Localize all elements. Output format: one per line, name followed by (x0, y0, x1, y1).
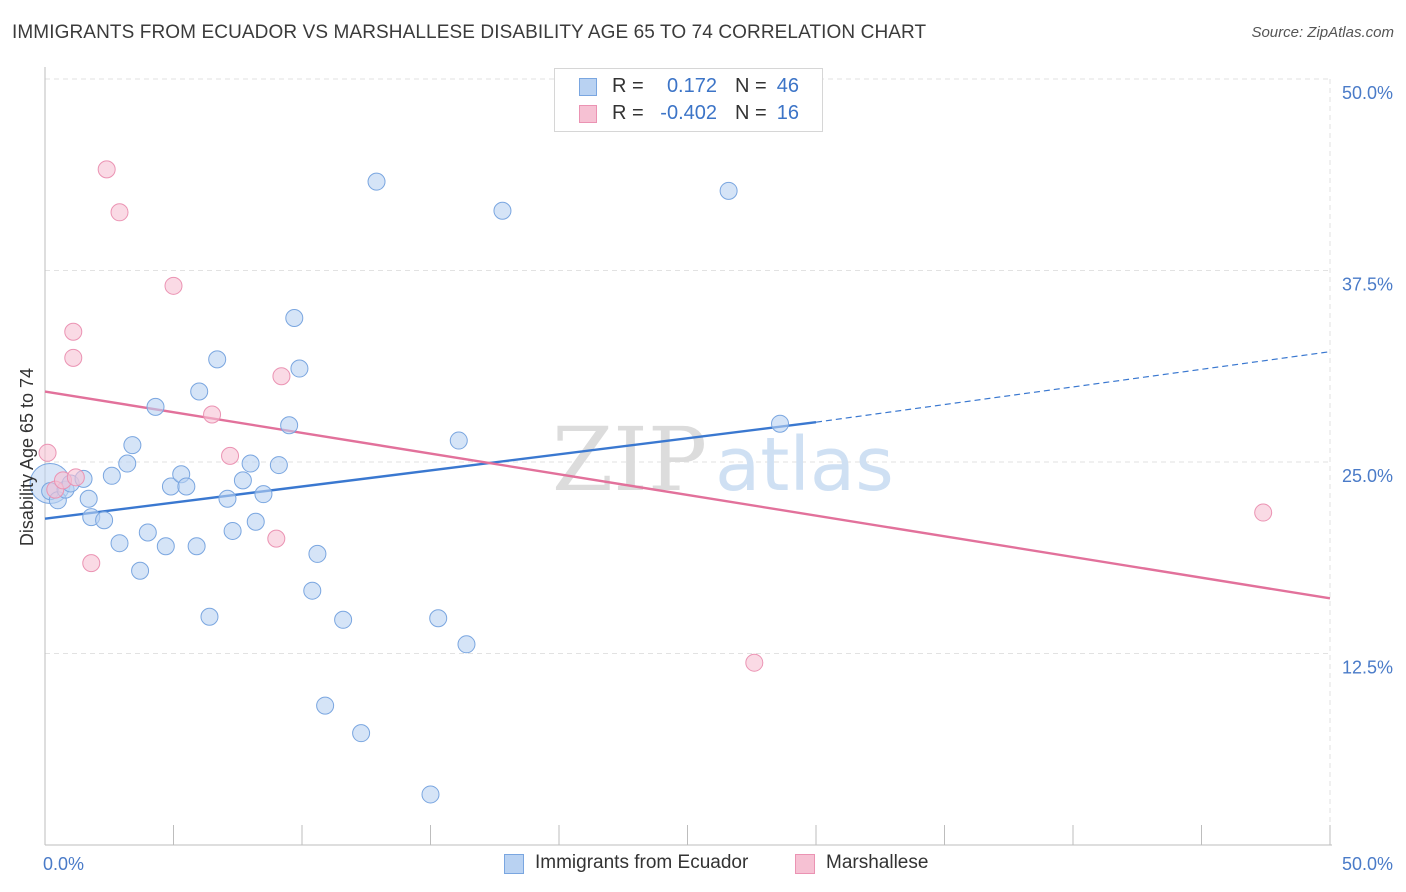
point-ecuador-20 (190, 382, 209, 401)
point-ecuador-12 (131, 561, 150, 580)
r-label: R = (612, 102, 644, 124)
r-value: 0.172 (666, 75, 717, 97)
point-marshallese-6 (82, 554, 101, 573)
point-ecuador-35 (316, 696, 335, 715)
point-ecuador-34 (308, 544, 327, 563)
y-tick-label-0: 12.5% (1342, 658, 1393, 678)
point-ecuador-19 (187, 537, 206, 556)
point-ecuador-27 (246, 512, 265, 531)
legend-label-ecuador: Immigrants from Ecuador (535, 852, 749, 873)
source-label: Source: ZipAtlas.com (1251, 24, 1394, 41)
stats-legend: R = 0.172 N = 46 R = -0.402 N = 16 (554, 68, 823, 132)
point-marshallese-13 (272, 367, 291, 386)
swatch-ecuador (579, 78, 597, 96)
r-value: -0.402 (660, 102, 717, 124)
point-ecuador-40 (429, 609, 448, 628)
point-ecuador-10 (118, 454, 137, 473)
point-ecuador-14 (146, 397, 165, 416)
point-ecuador-7 (95, 511, 114, 530)
y-tick-labels: 12.5% 25.0% 37.5% 50.0% (1342, 83, 1393, 678)
point-ecuador-25 (233, 471, 252, 490)
point-marshallese-8 (110, 203, 129, 222)
legend-swatch-marshallese (795, 854, 815, 874)
point-ecuador-5 (79, 489, 98, 508)
point-ecuador-33 (303, 581, 322, 600)
point-ecuador-9 (110, 534, 129, 553)
point-marshallese-7 (97, 160, 116, 179)
point-ecuador-32 (290, 359, 309, 378)
x-tick-label-right: 50.0% (1342, 854, 1393, 874)
n-value: 16 (776, 102, 799, 124)
point-ecuador-18 (177, 477, 196, 496)
y-tick-label-2: 37.5% (1342, 275, 1393, 295)
trend-line-ecuador (44, 420, 817, 520)
point-ecuador-24 (223, 521, 242, 540)
point-ecuador-31 (285, 308, 304, 327)
n-label: N = (735, 102, 767, 124)
point-ecuador-11 (123, 436, 142, 455)
point-marshallese-12 (267, 529, 286, 548)
point-marshallese-9 (164, 276, 183, 295)
y-tick-label-3: 50.0% (1342, 83, 1393, 103)
point-ecuador-30 (280, 416, 299, 435)
point-marshallese-14 (745, 653, 764, 672)
x-tick-labels: 0.0% 50.0% (43, 854, 1393, 874)
chart-title: IMMIGRANTS FROM ECUADOR VS MARSHALLESE D… (12, 22, 927, 43)
n-value: 46 (776, 75, 799, 97)
point-ecuador-13 (138, 523, 157, 542)
trend-lines (44, 351, 1331, 600)
y-axis-title: Disability Age 65 to 74 (17, 368, 37, 546)
legend-swatch-ecuador (504, 854, 524, 874)
point-marshallese-0 (38, 443, 57, 462)
point-ecuador-21 (200, 607, 219, 626)
point-ecuador-42 (457, 635, 476, 654)
data-points (29, 160, 1273, 804)
point-marshallese-10 (203, 405, 222, 424)
point-marshallese-3 (64, 348, 83, 367)
y-tick-label-1: 25.0% (1342, 466, 1393, 486)
watermark-atlas: atlas (715, 422, 894, 508)
point-ecuador-22 (208, 350, 227, 369)
r-label: R = (612, 75, 644, 97)
point-marshallese-4 (64, 322, 83, 341)
point-ecuador-15 (156, 537, 175, 556)
point-marshallese-5 (66, 468, 85, 487)
point-ecuador-38 (367, 172, 386, 191)
legend-label-marshallese: Marshallese (826, 852, 929, 873)
stats-legend-row-marshallese: R = -0.402 N = 16 (555, 102, 822, 128)
point-ecuador-36 (334, 610, 353, 629)
point-ecuador-37 (352, 724, 371, 743)
point-ecuador-26 (241, 454, 260, 473)
point-ecuador-28 (254, 485, 273, 504)
point-ecuador-43 (493, 201, 512, 220)
point-ecuador-45 (771, 414, 790, 433)
x-tick-label-left: 0.0% (43, 854, 84, 874)
point-ecuador-29 (269, 456, 288, 475)
point-marshallese-11 (221, 446, 240, 465)
point-ecuador-41 (449, 431, 468, 450)
n-label: N = (735, 75, 767, 97)
point-ecuador-39 (421, 785, 440, 804)
point-ecuador-8 (102, 466, 121, 485)
point-ecuador-23 (218, 489, 237, 508)
trend-line-marshallese (44, 390, 1331, 600)
trend-line-ecuador-extension (815, 351, 1331, 423)
point-marshallese-15 (1254, 503, 1273, 522)
stats-legend-row-ecuador: R = 0.172 N = 46 (555, 75, 822, 101)
swatch-marshallese (579, 105, 597, 123)
point-ecuador-44 (719, 181, 738, 200)
watermark: ZIP atlas (552, 408, 894, 511)
